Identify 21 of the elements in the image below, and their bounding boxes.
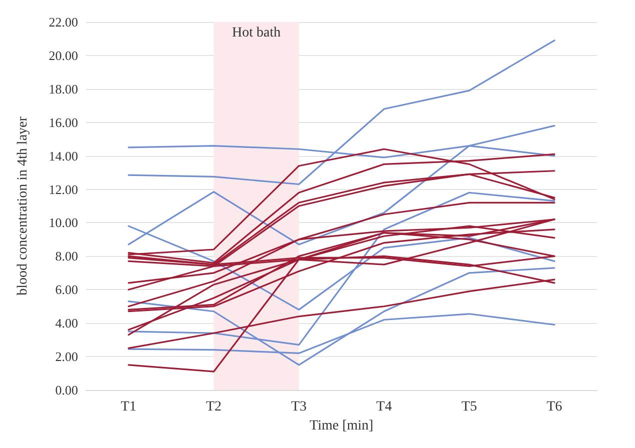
- x-tick-label: T5: [461, 400, 478, 414]
- y-tick-label: 16.00: [48, 114, 78, 130]
- y-tick-label: 0.00: [55, 382, 78, 398]
- y-axis-title: blood concentration in 4th layer: [16, 116, 30, 296]
- band-label: Hot bath: [232, 26, 281, 40]
- x-tick-label: T2: [206, 400, 222, 414]
- y-tick-label: 10.00: [48, 215, 78, 230]
- y-tick-label: 4.00: [55, 316, 78, 331]
- x-axis-title: Time [min]: [310, 418, 374, 434]
- y-tick-label: 22.00: [48, 14, 78, 30]
- y-tick-label: 12.00: [48, 182, 78, 197]
- x-tick-label: T4: [376, 400, 392, 414]
- y-tick-label: 20.00: [48, 48, 78, 63]
- y-tick-label: 8.00: [55, 248, 78, 264]
- y-tick-label: 14.00: [48, 148, 78, 164]
- x-tick-label: T1: [120, 400, 136, 414]
- x-tick-label: T3: [291, 400, 307, 414]
- y-tick-label: 6.00: [55, 282, 78, 298]
- x-tick-label: T6: [546, 400, 562, 414]
- y-tick-label: 18.00: [48, 81, 78, 96]
- y-tick-label: 2.00: [55, 349, 78, 364]
